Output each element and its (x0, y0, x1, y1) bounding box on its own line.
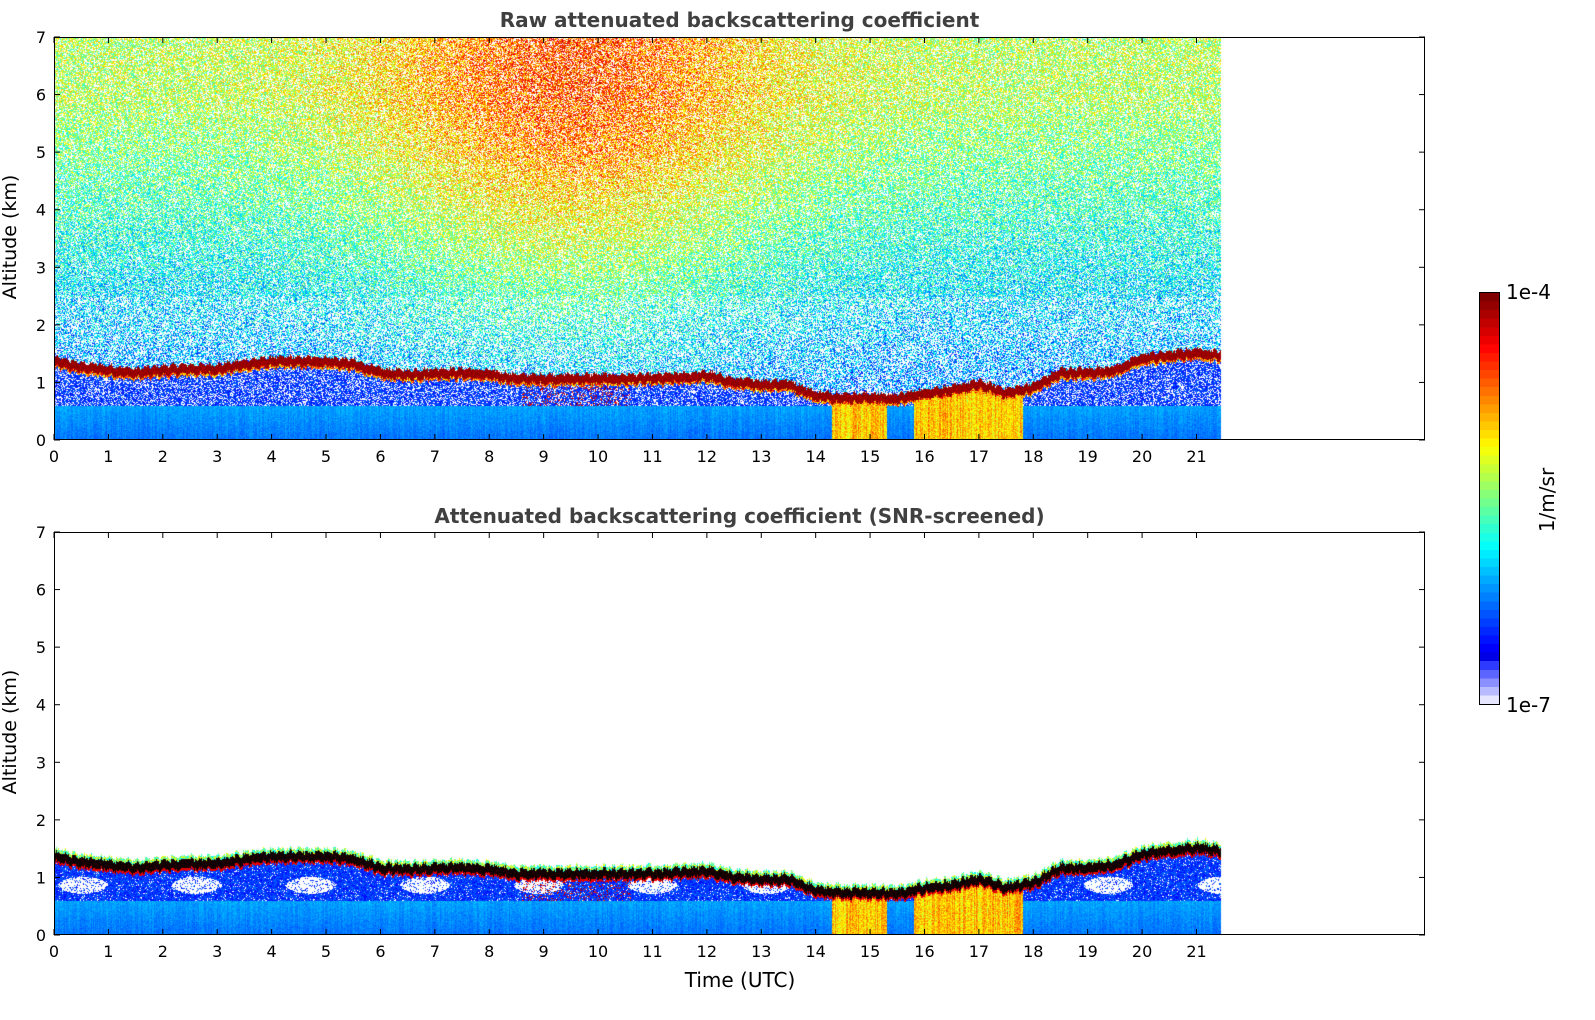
y-tick-label: 4 (36, 201, 46, 220)
x-axis-label: Time (UTC) (684, 968, 796, 992)
x-tick-label: 8 (484, 447, 494, 466)
x-tick-label: 20 (1132, 942, 1152, 961)
x-tick-label: 12 (697, 447, 717, 466)
x-tick-label: 0 (49, 447, 59, 466)
y-tick-label: 5 (36, 143, 46, 162)
y-tick-label: 2 (36, 316, 46, 335)
x-tick-label: 2 (158, 942, 168, 961)
colorbar (1479, 292, 1500, 705)
x-tick-label: 6 (375, 942, 385, 961)
x-tick-label: 10 (588, 942, 608, 961)
x-tick-label: 5 (321, 942, 331, 961)
y-axis-label: Altitude (km) (0, 174, 21, 300)
x-tick-label: 20 (1132, 447, 1152, 466)
x-tick-label: 9 (539, 942, 549, 961)
x-tick-label: 21 (1186, 942, 1206, 961)
x-tick-label: 12 (697, 942, 717, 961)
x-tick-label: 6 (375, 447, 385, 466)
y-tick-label: 1 (36, 373, 46, 392)
y-tick-label: 7 (36, 523, 46, 542)
x-tick-label: 15 (860, 942, 880, 961)
x-tick-label: 14 (805, 942, 825, 961)
axes-screened: 0 1 2 3 4 5 6 7 8 9 10 11 12 13 14 15 16 17 18 19 20 21012345… (36, 523, 1425, 961)
x-tick-label: 5 (321, 447, 331, 466)
y-tick-label: 3 (36, 258, 46, 277)
y-tick-label: 0 (36, 431, 46, 450)
x-tick-label: 13 (751, 447, 771, 466)
x-tick-label: 7 (430, 942, 440, 961)
chart-title-screened: Attenuated backscattering coefficient (S… (434, 504, 1045, 528)
x-tick-label: 7 (430, 447, 440, 466)
x-tick-label: 19 (1078, 447, 1098, 466)
y-tick-label: 3 (36, 753, 46, 772)
x-tick-label: 16 (914, 447, 934, 466)
panel-screened: 0 1 2 3 4 5 6 7 8 9 10 11 12 13 14 15 16 17 18 19 20 21 0 1 2 3 4 5… (0, 523, 1425, 961)
y-tick-label: 0 (36, 926, 46, 945)
x-tick-label: 17 (969, 942, 989, 961)
colorbar-min-label: 1e-7 (1506, 693, 1551, 717)
x-tick-label: 18 (1023, 447, 1043, 466)
x-tick-label: 13 (751, 942, 771, 961)
x-tick-label: 19 (1078, 942, 1098, 961)
y-tick-label: 5 (36, 638, 46, 657)
axes-raw: 0 1 2 3 4 5 6 7 8 9 10 11 12 13 14 15 16 17 18 19 20 21012345… (36, 28, 1425, 466)
x-tick-label: 18 (1023, 942, 1043, 961)
x-tick-label: 16 (914, 942, 934, 961)
x-tick-label: 0 (49, 942, 59, 961)
x-tick-label: 11 (642, 942, 662, 961)
heatmap-screened (54, 532, 1425, 935)
x-tick-label: 1 (103, 447, 113, 466)
colorbar-unit-label: 1/m/sr (1535, 467, 1559, 533)
y-tick-label: 1 (36, 868, 46, 887)
y-axis-label: Altitude (km) (0, 669, 21, 795)
y-tick-label: 6 (36, 581, 46, 600)
x-tick-label: 15 (860, 447, 880, 466)
x-tick-label: 1 (103, 942, 113, 961)
y-tick-label: 4 (36, 696, 46, 715)
x-tick-label: 9 (539, 447, 549, 466)
colorbar-max-label: 1e-4 (1506, 280, 1551, 304)
x-tick-label: 2 (158, 447, 168, 466)
x-tick-label: 11 (642, 447, 662, 466)
x-tick-label: 14 (805, 447, 825, 466)
x-tick-label: 4 (267, 942, 277, 961)
x-tick-label: 3 (212, 942, 222, 961)
y-tick-label: 7 (36, 28, 46, 47)
x-tick-label: 4 (267, 447, 277, 466)
x-tick-label: 21 (1186, 447, 1206, 466)
panel-raw: 0 1 2 3 4 5 6 7 8 9 10 11 12 13 14 15 16 17 18 19 20 21 0 1 2 3 4 5… (0, 28, 1425, 466)
x-tick-label: 8 (484, 942, 494, 961)
axes-frame (54, 532, 1425, 935)
y-tick-label: 2 (36, 811, 46, 830)
x-tick-label: 17 (969, 447, 989, 466)
x-tick-label: 10 (588, 447, 608, 466)
x-tick-label: 3 (212, 447, 222, 466)
axes-frame (54, 37, 1425, 440)
heatmap-raw (54, 37, 1425, 440)
y-tick-label: 6 (36, 86, 46, 105)
chart-title-raw: Raw attenuated backscattering coefficien… (499, 8, 980, 32)
